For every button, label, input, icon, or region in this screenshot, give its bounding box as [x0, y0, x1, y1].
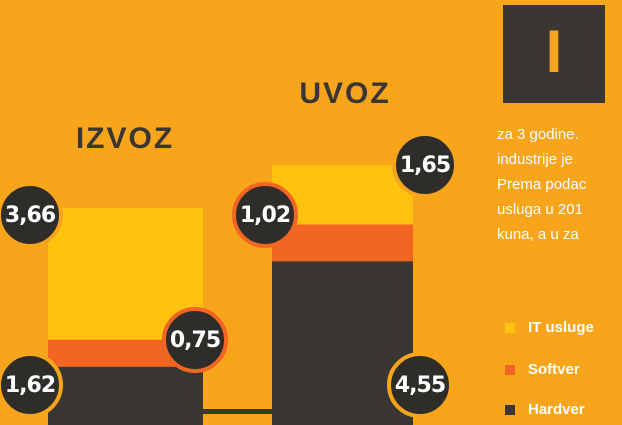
- legend-swatch: [505, 365, 515, 375]
- value-label: 1,62: [5, 373, 55, 398]
- category-label: IZVOZ: [76, 122, 174, 155]
- value-label: 0,75: [170, 328, 220, 353]
- article-line: industrije je: [497, 151, 573, 168]
- article-line: Prema podac: [497, 176, 587, 193]
- legend-label: IT usluge: [528, 319, 594, 336]
- value-label: 1,65: [400, 153, 450, 178]
- value-label: 1,02: [240, 203, 290, 228]
- label-badge: [392, 132, 458, 198]
- article-line: kuna, a u za: [497, 226, 579, 243]
- bar-segment: [48, 366, 203, 425]
- legend-label: Softver: [528, 361, 580, 378]
- label-badge: [0, 352, 63, 418]
- label-badge: [162, 307, 228, 373]
- label-badge: [387, 352, 453, 418]
- drop-cap: I: [546, 18, 563, 85]
- article-line: usluga u 201: [497, 201, 583, 218]
- category-label: UVOZ: [299, 77, 390, 110]
- article-line: za 3 godine.: [497, 126, 579, 143]
- bar-segment: [272, 224, 413, 262]
- label-badge: [232, 182, 298, 248]
- legend-label: Hardver: [528, 401, 585, 418]
- value-label: 4,55: [395, 373, 445, 398]
- legend-swatch: [505, 405, 515, 415]
- drop-cap-box: [503, 5, 605, 103]
- label-badge: [0, 182, 63, 248]
- chart: IZVOZ UVOZ 1,62 0,75 3,66 4,55 1,02 1,65: [0, 77, 458, 425]
- legend-swatch: [505, 323, 515, 333]
- bar-segment: [272, 261, 413, 425]
- connector: [200, 409, 276, 414]
- value-label: 3,66: [5, 203, 56, 228]
